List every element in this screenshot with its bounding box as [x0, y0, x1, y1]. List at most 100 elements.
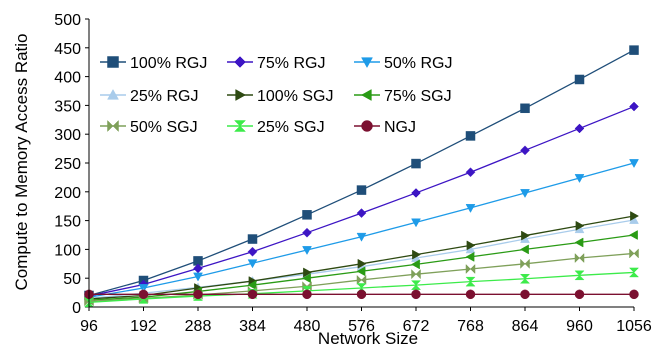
- data-point: [247, 246, 258, 257]
- data-point: [520, 103, 530, 114]
- x-tick-label: 672: [403, 318, 430, 335]
- data-point: [629, 159, 639, 169]
- legend-label: 50% SGJ: [130, 119, 198, 136]
- data-point: [356, 274, 367, 286]
- data-point: [301, 273, 311, 284]
- data-point: [302, 227, 312, 238]
- data-point: [411, 158, 421, 169]
- legend-marker: [107, 119, 119, 133]
- y-tick-label: 450: [54, 41, 81, 58]
- data-point: [193, 272, 203, 282]
- data-point: [574, 123, 585, 134]
- legend-entry: 25% RGJ: [100, 88, 198, 105]
- data-point: [629, 45, 639, 55]
- legend-entry: 75% SGJ: [354, 88, 452, 105]
- data-point: [412, 249, 422, 260]
- legend-marker: [360, 89, 372, 101]
- x-tick-label: 192: [130, 318, 157, 335]
- x-tick-label: 1056: [616, 318, 652, 335]
- legend-marker: [361, 120, 373, 132]
- data-point: [574, 289, 585, 300]
- legend-entry: 50% RGJ: [354, 55, 452, 72]
- data-point: [630, 211, 640, 221]
- axes: [88, 19, 634, 308]
- legend-label: 25% RGJ: [130, 88, 198, 105]
- data-point: [356, 232, 367, 242]
- legend-label: NGJ: [384, 119, 416, 136]
- data-point: [465, 289, 476, 300]
- data-point: [411, 289, 421, 300]
- y-tick-label: 50: [63, 271, 81, 288]
- legend-label: 50% RGJ: [384, 55, 452, 72]
- data-point: [247, 280, 257, 291]
- x-tick-label: 384: [239, 318, 266, 335]
- data-point: [521, 230, 531, 241]
- legend-marker: [107, 88, 119, 100]
- legend-entry: 75% RGJ: [227, 55, 325, 72]
- y-tick-label: 150: [54, 214, 81, 231]
- data-point: [356, 266, 366, 277]
- series-50pct-rgj: [84, 159, 639, 303]
- x-tick-label: 960: [566, 318, 593, 335]
- data-point: [411, 269, 421, 280]
- legend-label: 100% SGJ: [257, 88, 333, 105]
- y-tick-label: 0: [72, 300, 81, 317]
- data-point: [465, 167, 476, 178]
- legend-label: 100% RGJ: [130, 55, 207, 72]
- legend-entry: 100% RGJ: [100, 55, 207, 72]
- x-tick-label: 480: [294, 318, 321, 335]
- legend-entry: 25% SGJ: [227, 119, 325, 136]
- data-point: [193, 289, 203, 300]
- data-point: [628, 230, 638, 240]
- data-point: [628, 267, 640, 278]
- x-axis-title: Network Size: [318, 329, 418, 347]
- data-point: [302, 210, 312, 220]
- data-point: [357, 258, 367, 269]
- data-point: [247, 289, 258, 300]
- data-point: [574, 74, 585, 85]
- legend-marker: [235, 89, 247, 101]
- y-axis-ticks: 0 50 100 150 200 250 300 350 400 450 500: [54, 12, 89, 317]
- data-point: [574, 270, 585, 281]
- data-point: [519, 274, 531, 284]
- data-point: [247, 234, 258, 244]
- y-tick-label: 300: [54, 127, 81, 144]
- data-point: [138, 289, 149, 300]
- y-axis-title: Compute to Memory Access Ratio: [12, 34, 31, 291]
- data-point: [356, 185, 367, 195]
- legend-entry: NGJ: [354, 119, 416, 136]
- data-point: [520, 289, 530, 300]
- data-point: [629, 289, 639, 300]
- series-line: [88, 49, 635, 297]
- series-layer: [83, 45, 640, 308]
- data-point: [520, 145, 530, 156]
- legend-marker: [361, 57, 373, 69]
- data-point: [519, 244, 529, 255]
- legend-label: 75% SGJ: [384, 88, 452, 105]
- y-tick-label: 200: [54, 185, 81, 202]
- data-point: [247, 259, 258, 269]
- data-point: [356, 289, 367, 300]
- legend-entry: 50% SGJ: [100, 119, 198, 136]
- legend-label: 75% RGJ: [257, 55, 325, 72]
- data-point: [574, 237, 584, 248]
- data-point: [465, 251, 475, 262]
- data-point: [466, 240, 476, 251]
- y-tick-label: 100: [54, 242, 81, 259]
- data-point: [465, 131, 476, 141]
- data-point: [410, 259, 420, 270]
- legend-marker: [234, 56, 246, 68]
- legend: 100% RGJ 75% RGJ 50% RGJ 25% RGJ 100% SGJ 75%…: [100, 55, 452, 136]
- y-tick-label: 350: [54, 98, 81, 115]
- legend-marker: [107, 56, 119, 68]
- data-point: [465, 263, 476, 275]
- data-point: [411, 188, 421, 198]
- data-point: [520, 189, 530, 198]
- x-tick-label: 288: [185, 318, 212, 335]
- legend-marker: [233, 120, 247, 132]
- legend-entry: 100% SGJ: [227, 88, 333, 105]
- legend-label: 25% SGJ: [257, 119, 325, 136]
- data-point: [356, 208, 367, 218]
- data-point: [465, 276, 476, 287]
